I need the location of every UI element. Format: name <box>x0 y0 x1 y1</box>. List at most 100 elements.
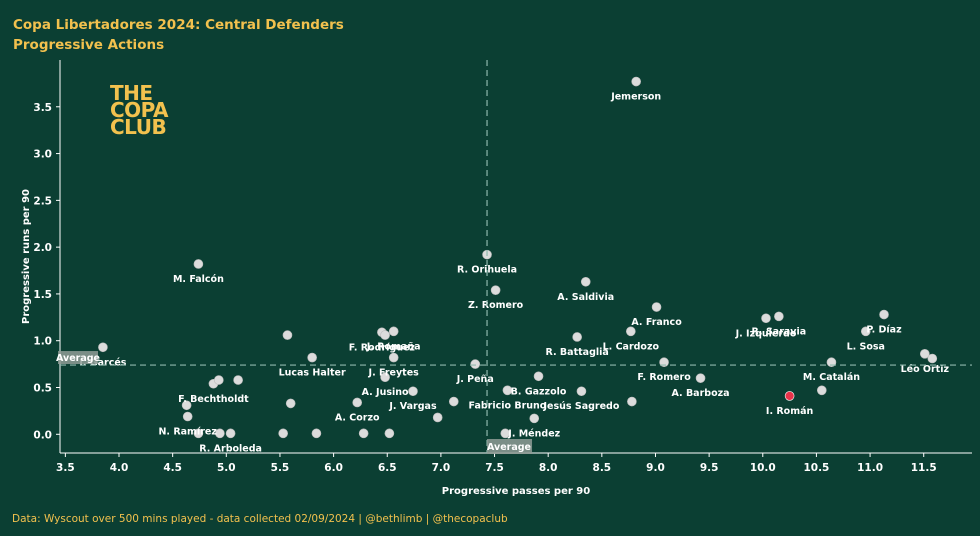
x-tick-label: 5.5 <box>271 462 290 474</box>
logo-line-1: THE <box>110 81 153 105</box>
data-point <box>580 276 591 287</box>
x-tick-label: 9.5 <box>700 462 719 474</box>
data-point <box>181 400 192 411</box>
x-tick-label: 8.5 <box>593 462 612 474</box>
point-label: F. Bechtholdt <box>178 394 249 405</box>
point-label: J. Vargas <box>388 401 437 412</box>
point-label: Léo Ortiz <box>901 364 950 375</box>
point-label: R. Saravia <box>752 326 807 337</box>
data-point <box>311 428 322 439</box>
highlighted-point <box>784 391 795 401</box>
x-tick-label: 4.5 <box>163 462 182 474</box>
point-label: P. Díaz <box>866 325 902 336</box>
copa-club-logo: THE COPA CLUB <box>110 81 168 139</box>
point-label: J. Freytes <box>368 368 420 379</box>
y-tick-label: 1.5 <box>33 289 52 301</box>
point-label: J. Izquierdo <box>735 328 797 339</box>
x-tick-label: 4.0 <box>110 462 129 474</box>
point-label: L. Sosa <box>847 341 885 352</box>
data-point <box>358 428 369 439</box>
x-tick-label: 11.5 <box>911 462 937 474</box>
data-points <box>98 76 938 439</box>
data-point <box>860 326 871 337</box>
x-tick-label: 6.5 <box>378 462 397 474</box>
data-point <box>278 428 288 439</box>
average-x-label: Average <box>487 442 531 453</box>
point-label: R. Battaglia <box>546 347 609 358</box>
y-tick-label: 0.0 <box>33 429 52 441</box>
point-label: N. Ramírez <box>158 427 217 438</box>
point-label: R. Arboleda <box>199 443 262 454</box>
data-point <box>225 428 236 439</box>
footer-source: Data: Wyscout over 500 mins played - dat… <box>12 513 508 525</box>
data-point <box>500 428 511 439</box>
x-tick-label: 8.0 <box>539 462 558 474</box>
data-point <box>193 259 204 269</box>
data-point <box>529 413 540 424</box>
x-tick-label: 6.0 <box>324 462 343 474</box>
data-point <box>352 397 363 408</box>
average-y-box-bg <box>58 351 98 365</box>
x-axis-label: Progressive passes per 90 <box>442 486 590 497</box>
point-label: A. Jusino <box>362 387 409 398</box>
point-label: F. Romero <box>637 372 691 383</box>
point-label: Lucas Halter <box>279 368 346 379</box>
data-point <box>927 353 938 364</box>
data-point <box>816 385 827 396</box>
data-point <box>576 386 587 397</box>
data-point <box>448 396 459 407</box>
x-tick-label: 9.0 <box>646 462 665 474</box>
data-point <box>627 396 637 407</box>
x-tick-label: 10.0 <box>750 462 776 474</box>
x-tick-label: 11.0 <box>857 462 883 474</box>
average-x-box-bg <box>487 439 533 454</box>
average-lines: Average Average <box>56 60 972 454</box>
data-point <box>282 330 293 340</box>
y-tick-label: 2.5 <box>33 195 52 207</box>
data-point <box>879 309 889 320</box>
data-point <box>572 332 582 342</box>
point-label: A. Corzo <box>335 412 380 423</box>
point-label: L. Cardozo <box>603 341 660 352</box>
data-point <box>774 311 784 322</box>
data-point <box>533 371 544 382</box>
x-tick-label: 7.5 <box>485 462 504 474</box>
data-point <box>651 302 662 312</box>
y-tick-label: 3.0 <box>33 149 52 161</box>
data-point <box>233 375 243 385</box>
data-point <box>388 352 399 363</box>
point-label: A. Saldivia <box>557 292 614 303</box>
logo-line-3: CLUB <box>110 115 167 139</box>
point-label: F. Rodríguez <box>349 342 416 353</box>
data-point <box>626 326 636 337</box>
x-tick-label: 5.0 <box>217 462 236 474</box>
average-y-label: Average <box>56 353 100 364</box>
data-point <box>631 76 641 87</box>
point-label: Jesús Sagredo <box>543 401 620 412</box>
point-label: J. Romaña <box>366 341 421 352</box>
data-point <box>502 385 513 396</box>
y-tick-label: 3.5 <box>33 102 52 114</box>
point-label: Z. Romero <box>468 300 524 311</box>
data-point <box>470 359 481 369</box>
point-label: A. Franco <box>631 317 682 328</box>
data-point <box>408 386 418 397</box>
data-point <box>432 412 443 423</box>
point-label: M. Catalán <box>803 372 860 383</box>
chart-subtitle: Progressive Actions <box>13 37 165 53</box>
data-point <box>213 375 224 385</box>
x-tick-label: 10.5 <box>803 462 829 474</box>
logo-line-2: COPA <box>110 98 168 122</box>
data-point <box>384 428 395 439</box>
y-tick-label: 2.0 <box>33 242 52 254</box>
x-tick-label: 3.5 <box>56 462 75 474</box>
data-point <box>490 285 501 295</box>
point-label: B. Gazzolo <box>511 386 567 397</box>
point-label: M. Falcón <box>173 274 224 285</box>
y-axis-label: Progressive runs per 90 <box>21 189 32 324</box>
data-point <box>215 428 225 439</box>
data-point <box>919 349 930 359</box>
data-point <box>761 313 771 324</box>
